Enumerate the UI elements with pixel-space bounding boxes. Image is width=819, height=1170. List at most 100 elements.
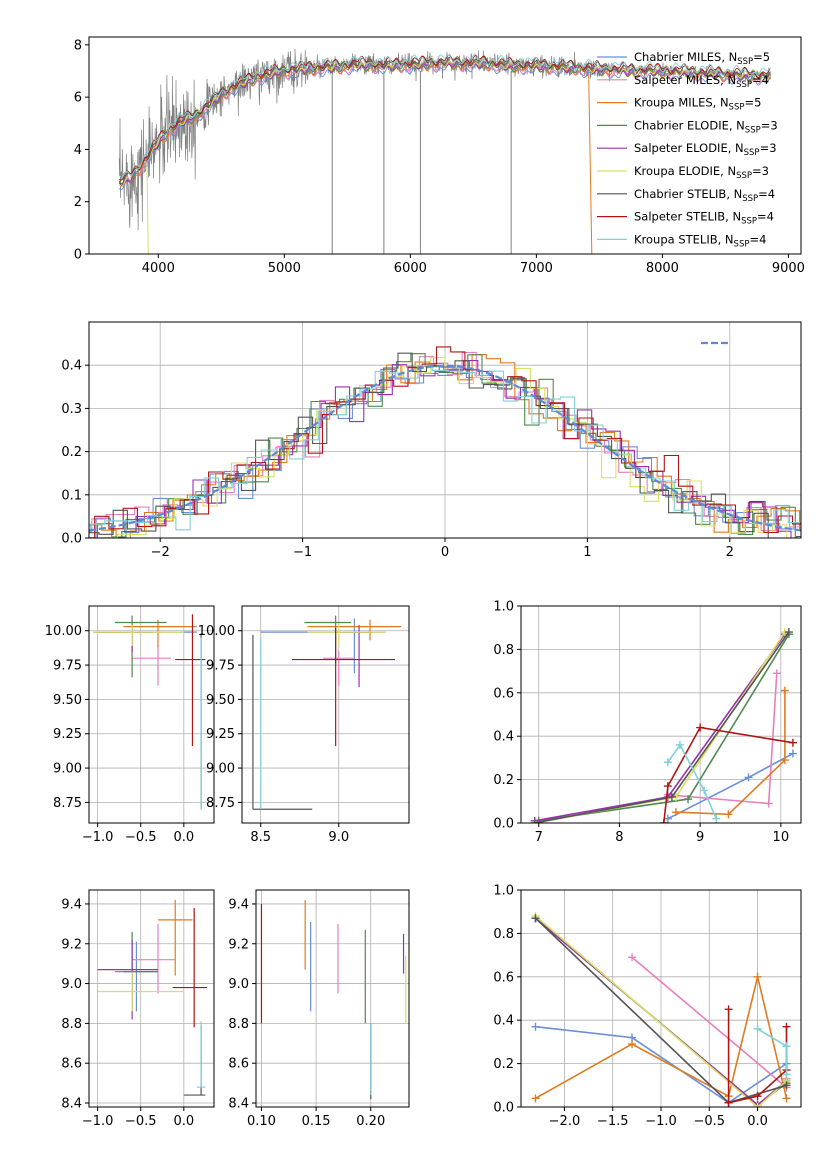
weight-marker: [780, 756, 789, 765]
weight-marker: [782, 1070, 791, 1079]
legend-label: Kroupa STELIB, NSSP=4: [634, 232, 766, 249]
legend-label: Salpeter ELODIE, NSSP=3: [634, 141, 777, 158]
axes-frame: [241, 605, 410, 824]
x-tick-label: 0.20: [356, 1114, 385, 1129]
y-tick-label: 9.2: [228, 937, 249, 952]
errorbar-point: [196, 1021, 206, 1088]
axes-frame: [255, 889, 410, 1108]
weight-marker: [628, 1040, 637, 1049]
x-tick-label: −2.0: [549, 1114, 581, 1129]
y-tick-label: 9.75: [206, 659, 235, 674]
panel-mass-vs-Z: −1.0 −0.5 0.0 8.4 8.6 8.8 9.0 9.2 9.4: [61, 889, 215, 1129]
residual-histogram: [89, 365, 801, 535]
y-tick-label: 8.4: [228, 1097, 249, 1112]
x-tick-label: 2: [726, 545, 734, 560]
x-tick-label: −1: [293, 545, 312, 560]
panel-age-vs-mass: 8.5 9.0 8.75 9.00 9.25 9.50 9.75 10.00: [198, 605, 410, 845]
weight-marker: [724, 1005, 733, 1014]
residual-histogram: [89, 353, 801, 538]
x-tick-label: 0.15: [302, 1114, 331, 1129]
x-tick-label: −0.5: [125, 1114, 157, 1129]
errorbar-point: [304, 615, 352, 664]
legend-label: Salpeter STELIB, NSSP=4: [634, 210, 774, 227]
model-spectrum: [118, 56, 771, 188]
y-tick-label: 0: [74, 248, 82, 263]
y-tick-label: 0.0: [61, 532, 82, 547]
errorbar-point: [307, 625, 386, 646]
x-tick-label: −1.0: [645, 1114, 677, 1129]
y-tick-label: 0.1: [61, 488, 82, 503]
plot-area: [252, 615, 402, 810]
weight-marker: [753, 1024, 762, 1033]
x-tick-label: 10: [773, 830, 790, 845]
x-tick-label: 8.5: [250, 830, 271, 845]
legend-label: Salpeter MILES, NSSP=4: [634, 73, 769, 90]
weight-series: [667, 743, 718, 820]
weight-marker: [764, 799, 773, 808]
weight-marker: [782, 1081, 791, 1090]
errorbar-point: [97, 939, 158, 1020]
weight-marker: [753, 1103, 762, 1107]
plot-area: [89, 346, 801, 538]
y-tick-label: 9.4: [228, 897, 249, 912]
panel-residuals: −2 −1 0 1 2 0.0 0.1 0.2 0.3 0.4: [61, 321, 802, 560]
gaussian-curve: [89, 364, 801, 532]
x-tick-label: 0.10: [247, 1114, 276, 1129]
weight-marker: [780, 686, 789, 695]
x-tick-label: 0.0: [747, 1114, 768, 1129]
x-tick-label: 9000: [772, 261, 805, 276]
weight-series: [675, 690, 786, 816]
errorbar-point: [183, 1025, 206, 1096]
y-tick-label: 8.75: [206, 796, 235, 811]
x-tick-label: −1.5: [597, 1114, 629, 1129]
weight-marker: [753, 972, 762, 981]
weight-marker: [531, 1022, 540, 1031]
axes-frame: [88, 36, 802, 255]
model-spectrum: [118, 54, 771, 181]
legend-label: Chabrier ELODIE, NSSP=3: [634, 118, 778, 135]
y-tick-label: 9.2: [61, 937, 82, 952]
x-tick-label: 9: [696, 830, 704, 845]
weight-marker: [531, 1094, 540, 1103]
x-tick-label: 8: [615, 830, 623, 845]
y-tick-label: 0.6: [493, 970, 514, 985]
weight-marker: [684, 795, 693, 804]
y-tick-label: 0.6: [493, 686, 514, 701]
weight-marker: [667, 792, 676, 801]
y-tick-label: 0.3: [61, 402, 82, 417]
weight-marker: [788, 749, 797, 758]
panel-mass-weight-vs-age: 7 8 9 10 0.0 0.2 0.4 0.6 0.8 1.0: [493, 600, 802, 845]
y-tick-label: 0.2: [61, 445, 82, 460]
weight-marker: [700, 786, 709, 795]
weight-marker: [696, 723, 705, 732]
y-tick-label: 9.25: [53, 727, 82, 742]
plot-area: [97, 899, 208, 1096]
panel-mass-vs-EBV: 0.10 0.15 0.20 8.4 8.6 8.8 9.0 9.2 9.4: [228, 889, 410, 1129]
y-tick-label: 2: [74, 195, 82, 210]
model-drop: [146, 162, 149, 254]
weight-marker: [784, 628, 793, 637]
weight-marker: [663, 758, 672, 767]
weight-series: [534, 631, 790, 823]
weight-marker: [782, 1042, 791, 1051]
y-tick-label: 0.2: [493, 773, 514, 788]
panel-age-vs-Z: −1.0 −0.5 0.0 8.75 9.00 9.25 9.50 9.75 10.00: [45, 605, 215, 845]
errorbar-point: [307, 619, 402, 641]
weight-series: [663, 726, 794, 823]
y-tick-label: 9.00: [206, 762, 235, 777]
x-tick-label: −1.0: [82, 830, 114, 845]
legend-label: Kroupa ELODIE, NSSP=3: [634, 164, 769, 181]
errorbar-point: [175, 614, 206, 747]
errorbar-point: [291, 627, 395, 747]
y-tick-label: 6: [74, 91, 82, 106]
weight-series: [534, 633, 786, 822]
x-tick-label: 4000: [142, 261, 175, 276]
y-tick-label: 9.75: [53, 659, 82, 674]
y-tick-label: 0.4: [493, 1014, 514, 1029]
x-tick-label: 5000: [268, 261, 301, 276]
y-tick-label: 0.0: [493, 1101, 514, 1116]
weight-marker: [782, 1094, 791, 1103]
y-tick-label: 1.0: [493, 884, 514, 899]
errorbar-point: [132, 923, 176, 994]
